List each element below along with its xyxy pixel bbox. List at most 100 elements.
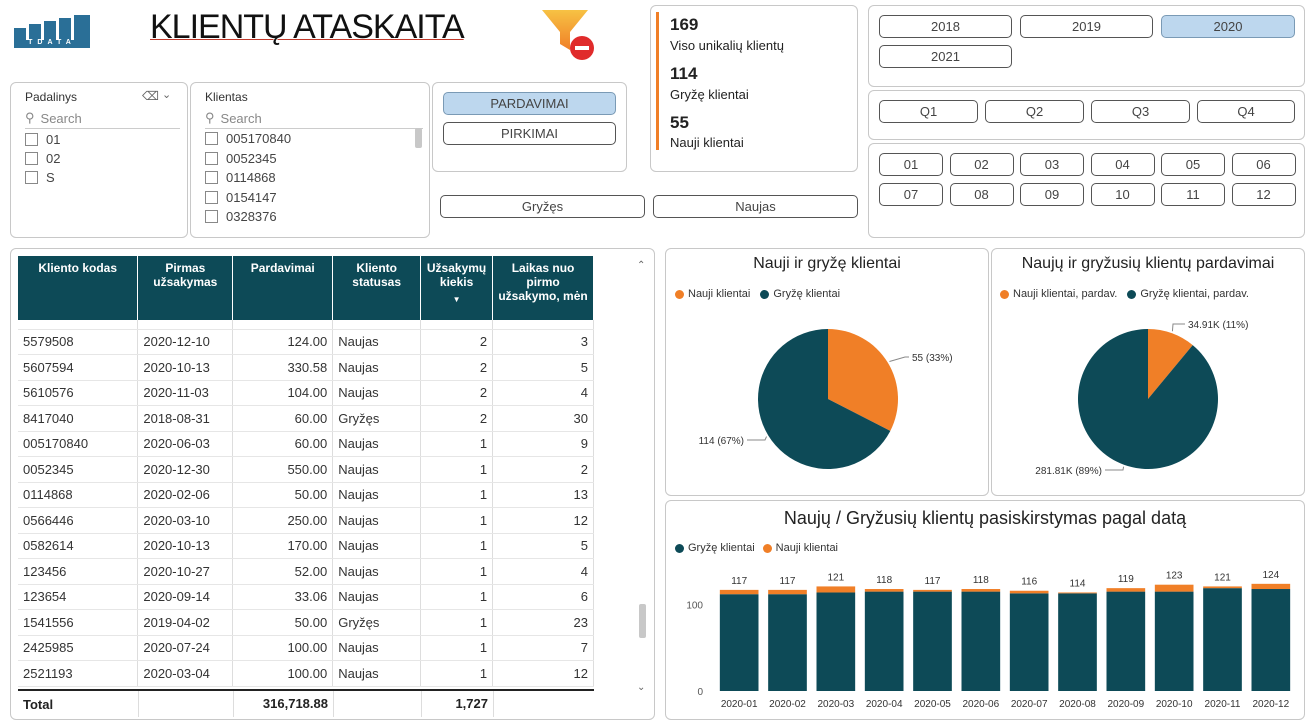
bar-new[interactable]: [961, 589, 1001, 592]
table-row[interactable]: 0052345 2020-12-30 550.00 Naujas 1 2: [18, 456, 594, 483]
bar-returning[interactable]: [1154, 591, 1194, 691]
pie-slice[interactable]: [1078, 329, 1218, 469]
bar-new[interactable]: [1251, 583, 1291, 590]
month-button[interactable]: 06: [1231, 153, 1296, 176]
pie-slice[interactable]: [1148, 329, 1193, 399]
bar-new[interactable]: [768, 589, 807, 595]
sales-button[interactable]: PARDAVIMAI: [443, 92, 616, 115]
klientas-item[interactable]: 0154147: [205, 190, 277, 205]
clear-filters-button[interactable]: [540, 8, 598, 63]
bar-returning[interactable]: [1058, 593, 1097, 691]
new-status-button[interactable]: Naujas: [653, 195, 858, 218]
checkbox[interactable]: [205, 132, 218, 145]
checkbox[interactable]: [205, 152, 218, 165]
quarter-button[interactable]: Q1: [879, 100, 978, 123]
bar-returning[interactable]: [864, 591, 904, 691]
col-header-client-code[interactable]: Kliento kodas: [18, 256, 139, 320]
bar-new[interactable]: [719, 589, 759, 595]
klientas-scrollbar[interactable]: [415, 128, 422, 148]
bar-returning[interactable]: [1203, 588, 1242, 691]
bar-new[interactable]: [864, 589, 904, 592]
checkbox[interactable]: [205, 210, 218, 223]
klientas-item[interactable]: 0052345: [205, 151, 277, 166]
pie-slice[interactable]: [828, 329, 898, 431]
bar-returning[interactable]: [913, 591, 952, 691]
scroll-up-icon[interactable]: ⌃: [637, 260, 646, 271]
table-row[interactable]: 5579508 2020-12-10 124.00 Naujas 2 3: [18, 329, 594, 355]
month-button[interactable]: 08: [949, 183, 1014, 206]
chevron-down-icon[interactable]: ⌄: [162, 89, 172, 101]
table-row[interactable]: 0582614 2020-10-13 170.00 Naujas 1 5: [18, 533, 594, 559]
padalinys-search-input[interactable]: ⚲ Search: [25, 110, 180, 129]
month-button[interactable]: 02: [949, 153, 1014, 176]
bar-new[interactable]: [1203, 586, 1242, 589]
month-button[interactable]: 09: [1020, 183, 1084, 206]
col-header-sales[interactable]: Pardavimai: [232, 256, 334, 320]
bar-returning[interactable]: [719, 594, 759, 691]
year-button[interactable]: 2019: [1020, 15, 1153, 38]
bar-returning[interactable]: [816, 592, 856, 691]
bar-new[interactable]: [1058, 592, 1097, 594]
year-button[interactable]: 2021: [879, 45, 1012, 68]
table-row[interactable]: 0114868 2020-02-06 50.00 Naujas 1 13: [18, 482, 594, 508]
table-row[interactable]: 005170840 2020-06-03 60.00 Naujas 1 9: [18, 431, 594, 457]
table-cell: 2020-09-14: [137, 584, 234, 610]
leader-line: [747, 436, 768, 441]
month-button[interactable]: 01: [879, 153, 943, 176]
table-row[interactable]: 123456 2020-10-27 52.00 Naujas 1 4: [18, 558, 594, 585]
month-button[interactable]: 11: [1161, 183, 1225, 206]
klientas-item[interactable]: 0328376: [205, 209, 277, 224]
bar-new[interactable]: [913, 589, 952, 592]
table-row[interactable]: 2425985 2020-07-24 100.00 Naujas 1 7: [18, 635, 594, 661]
legend-dot-returning: [1127, 289, 1137, 299]
col-header-status[interactable]: Kliento statusas: [332, 256, 422, 320]
month-button[interactable]: 12: [1231, 183, 1296, 206]
month-button[interactable]: 03: [1020, 153, 1084, 176]
table-row[interactable]: 123654 2020-09-14 33.06 Naujas 1 6: [18, 584, 594, 610]
bar-returning[interactable]: [961, 591, 1001, 691]
year-button-selected[interactable]: 2020: [1161, 15, 1295, 38]
bar-returning[interactable]: [1106, 591, 1146, 691]
pie-slice[interactable]: [758, 329, 891, 469]
checkbox[interactable]: [25, 152, 38, 165]
month-button[interactable]: 04: [1090, 153, 1155, 176]
col-header-first-order[interactable]: Pirmas užsakymas: [137, 256, 234, 320]
table-row[interactable]: 5610576 2020-11-03 104.00 Naujas 2 4: [18, 380, 594, 406]
padalinys-item[interactable]: 01: [25, 132, 60, 147]
bar-returning[interactable]: [768, 594, 807, 691]
month-button[interactable]: 07: [879, 183, 943, 206]
bar-returning[interactable]: [1251, 589, 1291, 691]
quarter-button[interactable]: Q4: [1197, 100, 1295, 123]
col-header-orders[interactable]: Užsakymų kiekis ▼: [420, 256, 494, 320]
quarter-button[interactable]: Q2: [985, 100, 1084, 123]
month-button[interactable]: 05: [1161, 153, 1225, 176]
purchases-button[interactable]: PIRKIMAI: [443, 122, 616, 145]
checkbox[interactable]: [205, 171, 218, 184]
col-header-months-since[interactable]: Laikas nuo pirmo užsakymo, mėn: [492, 256, 594, 320]
table-scrollbar[interactable]: [639, 604, 646, 638]
returning-status-button[interactable]: Gryžęs: [440, 195, 645, 218]
klientas-item[interactable]: 0114868: [205, 170, 276, 185]
bar-new[interactable]: [1009, 590, 1049, 594]
quarter-button[interactable]: Q3: [1091, 100, 1190, 123]
checkbox[interactable]: [25, 133, 38, 146]
bar-new[interactable]: [1106, 588, 1146, 592]
klientas-item[interactable]: 005170840: [205, 131, 291, 146]
checkbox[interactable]: [205, 191, 218, 204]
scroll-down-icon[interactable]: ⌄: [637, 682, 646, 693]
padalinys-item[interactable]: 02: [25, 151, 60, 166]
bar-new[interactable]: [816, 586, 856, 593]
bar-returning[interactable]: [1009, 593, 1049, 691]
bar-new[interactable]: [1154, 584, 1194, 592]
year-button[interactable]: 2018: [879, 15, 1012, 38]
padalinys-item[interactable]: S: [25, 170, 55, 185]
table-row[interactable]: 5607594 2020-10-13 330.58 Naujas 2 5: [18, 354, 594, 381]
month-button[interactable]: 10: [1090, 183, 1155, 206]
eraser-icon[interactable]: ⌫: [142, 89, 159, 103]
checkbox[interactable]: [25, 171, 38, 184]
table-row[interactable]: 8417040 2018-08-31 60.00 Gryžęs 2 30: [18, 405, 594, 432]
table-row[interactable]: 2521193 2020-03-04 100.00 Naujas 1 12: [18, 660, 594, 687]
table-row[interactable]: 0566446 2020-03-10 250.00 Naujas 1 12: [18, 507, 594, 534]
table-row[interactable]: 1541556 2019-04-02 50.00 Gryžęs 1 23: [18, 609, 594, 636]
klientas-search-input[interactable]: ⚲ Search: [205, 110, 423, 129]
